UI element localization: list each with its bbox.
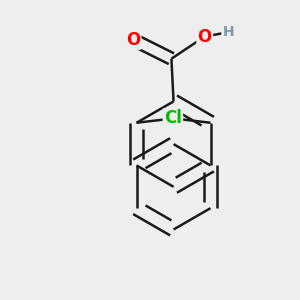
Text: Cl: Cl [164, 110, 182, 128]
Text: O: O [126, 31, 140, 49]
Text: O: O [198, 28, 212, 46]
Text: H: H [222, 25, 234, 39]
Text: F: F [169, 110, 180, 128]
